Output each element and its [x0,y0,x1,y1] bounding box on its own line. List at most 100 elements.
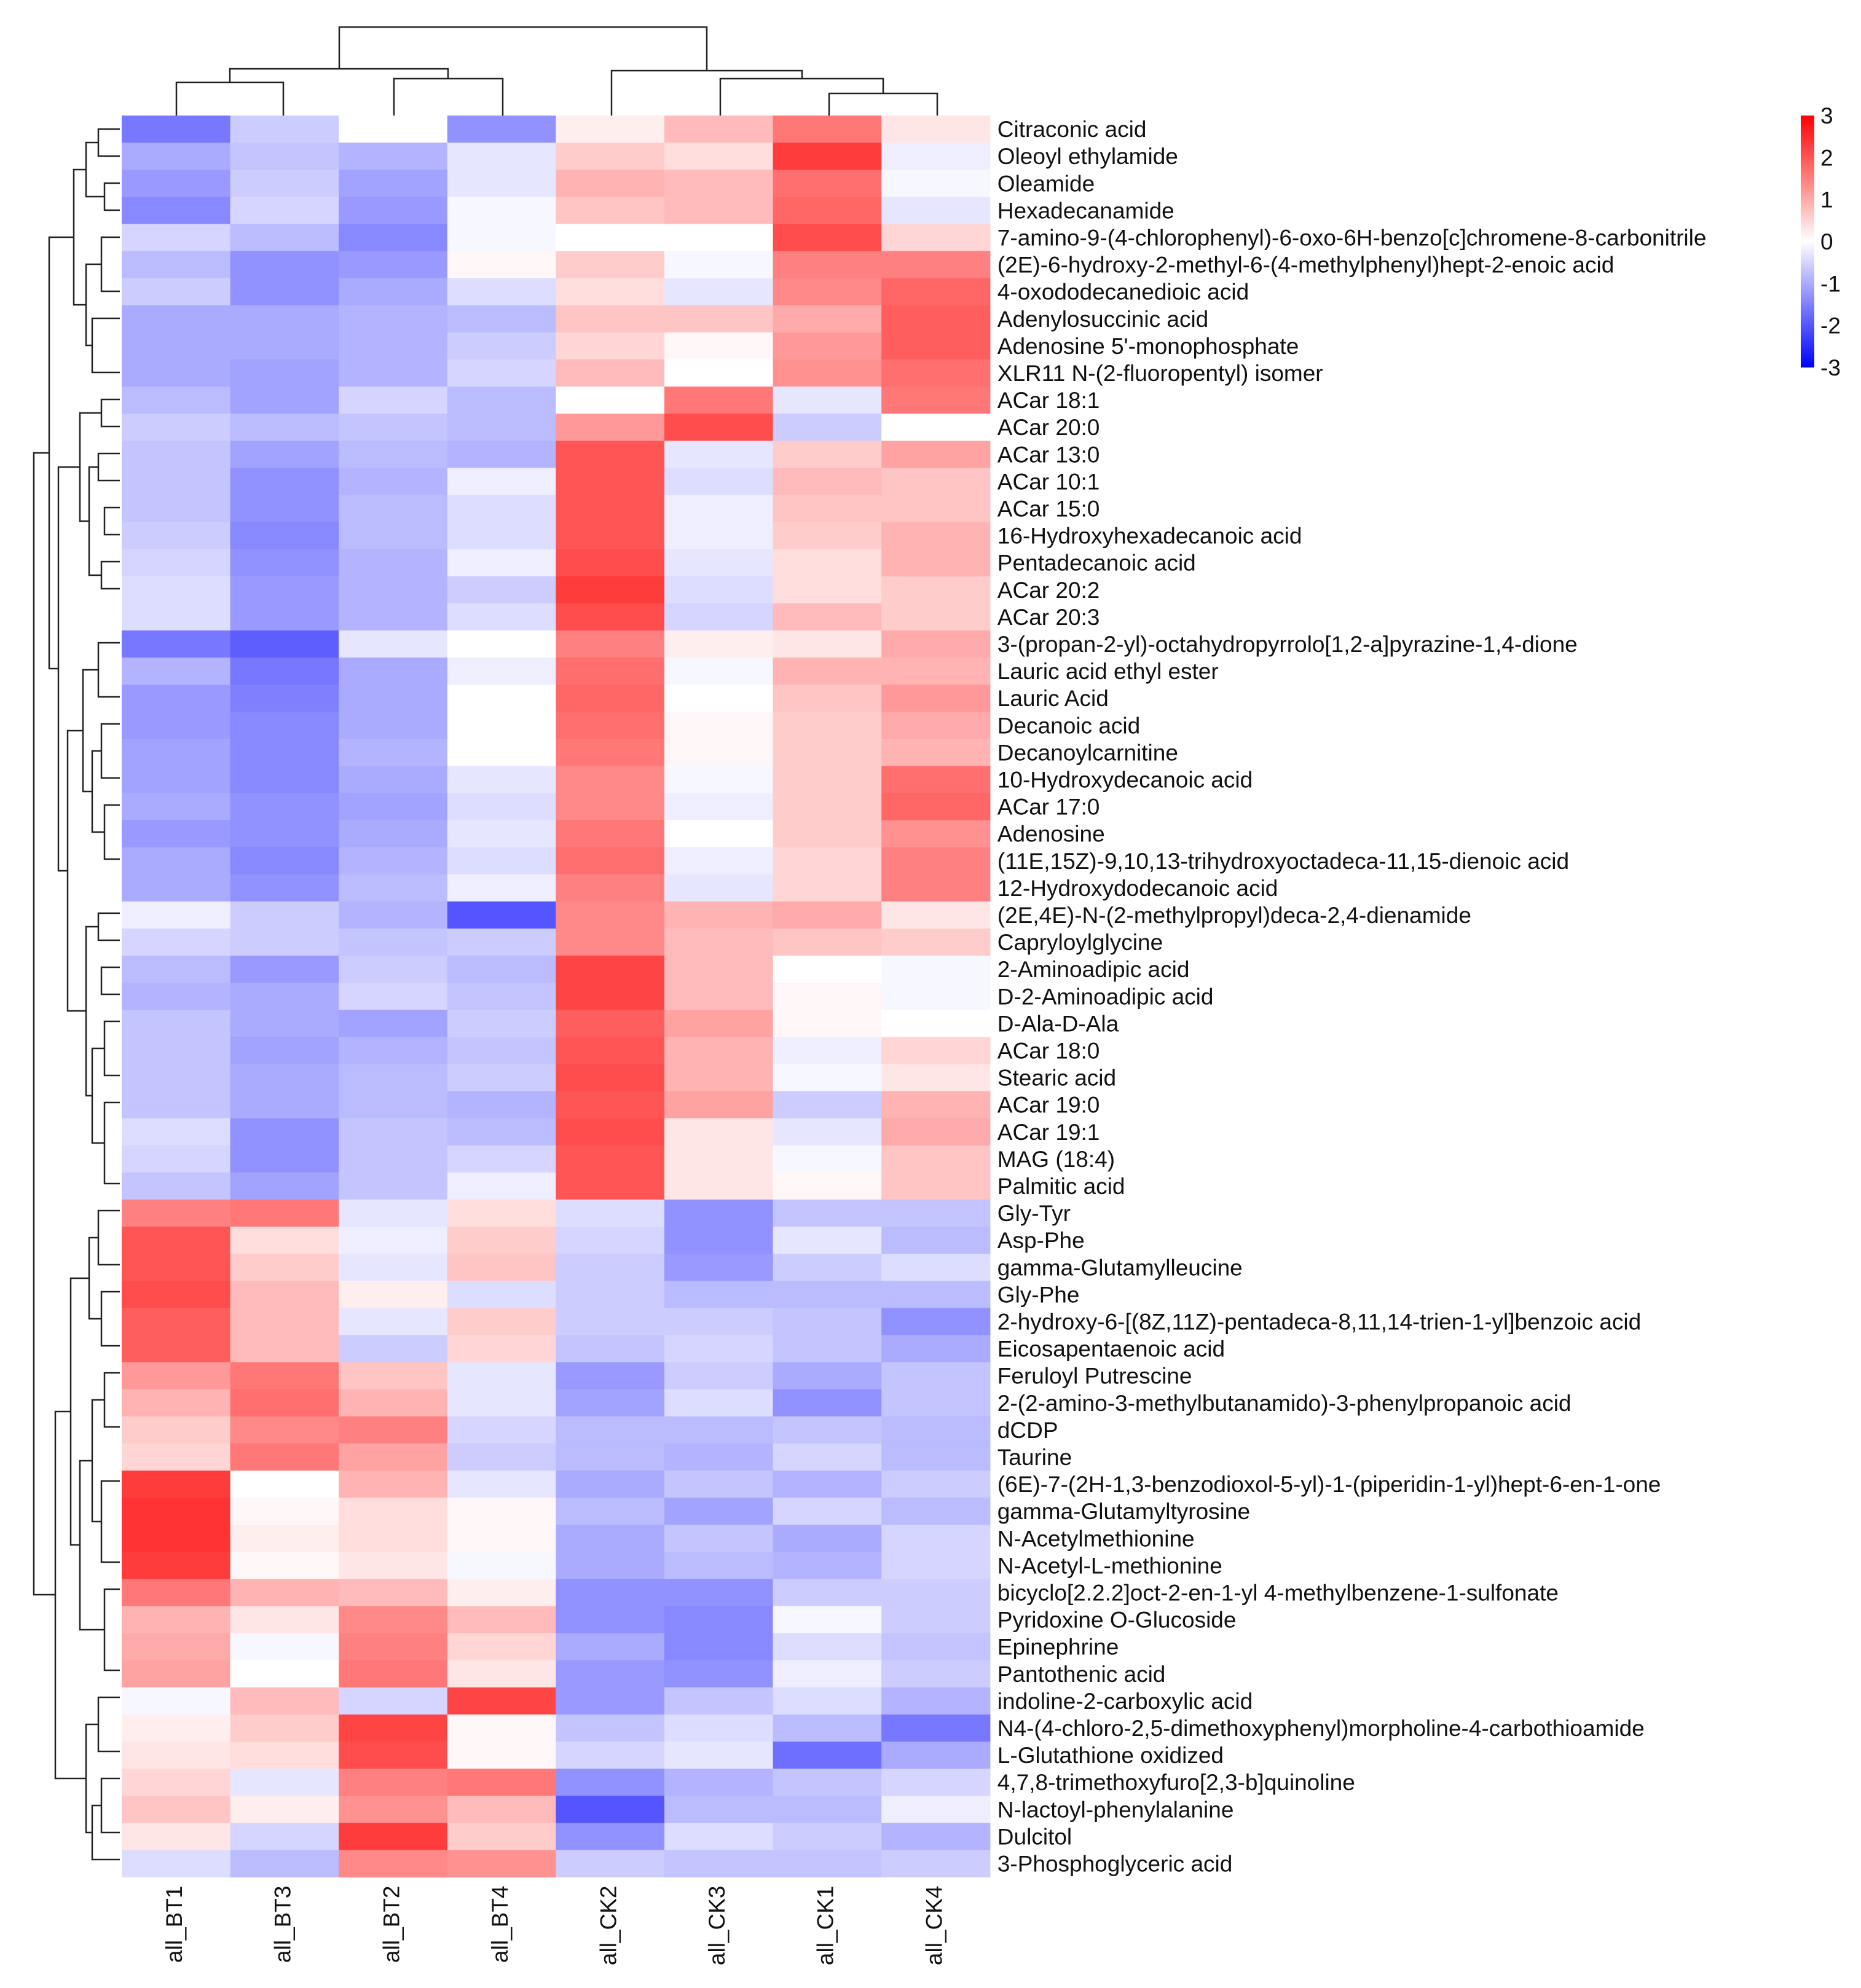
color-scale-tick-label: 1 [1820,187,1833,213]
heatmap-cell [230,929,339,956]
heatmap-cell [122,1633,231,1661]
heatmap-cell [664,1118,774,1146]
heatmap-cell [447,1308,556,1336]
heatmap-cell [447,1335,556,1363]
heatmap-cell [230,1687,339,1715]
heatmap-cell [447,332,556,360]
heatmap-cell [447,874,556,902]
heatmap-cell [339,1525,448,1552]
heatmap-cell [230,956,339,983]
heatmap-cell [556,712,665,739]
row-label: Oleoyl ethylamide [997,144,1178,169]
heatmap-cell [881,1714,991,1742]
heatmap-cell [230,1525,339,1552]
heatmap-cell [881,1498,991,1525]
heatmap-cell [556,495,665,523]
row-label: ACar 10:1 [997,469,1100,494]
heatmap-cell [556,359,665,387]
heatmap-cell [230,1227,339,1254]
heatmap-cell [230,1443,339,1471]
heatmap-cell [447,1796,556,1823]
heatmap-cell [664,1850,774,1878]
heatmap-cell [881,1254,991,1281]
heatmap-cell [447,1254,556,1281]
heatmap-cell [664,1552,774,1579]
heatmap-cell [122,1579,231,1607]
heatmap-cell [339,901,448,929]
heatmap-cell [556,1471,665,1498]
heatmap-cell [122,630,231,658]
heatmap-cell [664,1525,774,1552]
heatmap-cell [122,1443,231,1471]
heatmap-cell [230,1850,339,1878]
heatmap-cell [122,387,231,414]
heatmap-cell [773,1498,882,1525]
color-scale-ticks: 3 2 1 0 -1 -2 -3 [1820,103,1841,380]
heatmap-cell [230,1660,339,1688]
color-scale-tick-label: -2 [1820,313,1841,339]
heatmap-cell [122,468,231,495]
heatmap-cell [122,116,231,143]
heatmap-cell [773,847,882,875]
column-label: all_BT3 [270,1886,296,1963]
heatmap-cell [339,468,448,495]
heatmap-cell [122,143,231,170]
heatmap-cell [881,1633,991,1661]
heatmap-cell [556,549,665,577]
heatmap-cell [773,305,882,333]
heatmap-cell [556,739,665,766]
row-label: Adenosine [997,822,1105,847]
heatmap-cell [881,901,991,929]
heatmap-cell [664,1362,774,1390]
heatmap-cell [230,332,339,360]
heatmap-cell [230,603,339,631]
heatmap-cell [664,847,774,875]
heatmap-cell [447,224,556,252]
heatmap-cell [122,576,231,604]
heatmap-cell [664,685,774,712]
heatmap-cell [773,1172,882,1200]
heatmap-cell [447,197,556,224]
heatmap-cell [773,1742,882,1769]
heatmap-cell [122,1498,231,1525]
heatmap-cell [447,1525,556,1552]
heatmap-cell [230,1064,339,1092]
heatmap-cell [230,1200,339,1227]
row-label: D-2-Aminoadipic acid [997,984,1214,1009]
heatmap-cell [773,1552,882,1579]
heatmap-cell [556,278,665,306]
heatmap-cell [556,576,665,604]
heatmap-cell [447,170,556,197]
heatmap-cell [881,1172,991,1200]
heatmap-cell [447,522,556,550]
heatmap-cell [556,983,665,1010]
heatmap-cell [339,1633,448,1661]
heatmap-cell [556,1769,665,1796]
heatmap-cell [122,1172,231,1200]
heatmap-cell [773,441,882,468]
heatmap-cell [339,1714,448,1742]
heatmap-cell [881,766,991,794]
heatmap-cell [773,793,882,821]
heatmap-cell [339,1200,448,1227]
heatmap-cell [556,1254,665,1281]
heatmap-cell [230,901,339,929]
heatmap-cell [447,1498,556,1525]
heatmap-cell [122,1362,231,1390]
heatmap-cell [773,712,882,739]
heatmap-cell [664,576,774,604]
heatmap-cell [339,224,448,252]
heatmap-cell [230,278,339,306]
heatmap-cell [122,1471,231,1498]
heatmap-cell [881,1037,991,1065]
heatmap-cell [881,278,991,306]
heatmap-cell [664,956,774,983]
heatmap-cell [556,1796,665,1823]
row-label: bicyclo[2.2.2]oct-2-en-1-yl 4-methylbenz… [997,1581,1559,1606]
color-scale-tick-label: 0 [1820,229,1833,254]
row-label: 7-amino-9-(4-chlorophenyl)-6-oxo-6H-benz… [997,225,1707,250]
heatmap-cell [664,658,774,685]
heatmap-cell [664,630,774,658]
heatmap-cell [773,1416,882,1444]
heatmap-cell [881,1308,991,1336]
